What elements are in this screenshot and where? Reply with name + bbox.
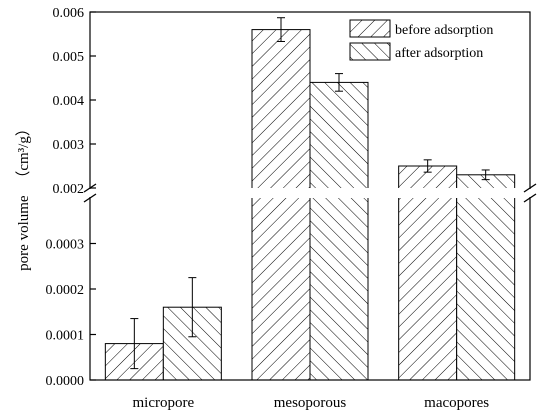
axis-break-slash-1 <box>83 193 97 203</box>
y-axis-ticks: 0.0000 0.0001 0.0002 0.0003 0.002 0.003 0.004 0… <box>46 6 96 389</box>
legend-label-after: after adsorption <box>395 46 483 61</box>
y-tick-label-0.0003: 0.0003 <box>46 238 85 253</box>
y-tick-label-0.006: 0.006 <box>53 6 85 21</box>
y-axis-title: pore volume （cm³/g） <box>15 121 32 271</box>
legend-swatch-before <box>349 19 391 38</box>
y-tick-label-0.004: 0.004 <box>53 94 85 109</box>
y-tick-label-0.0002: 0.0002 <box>46 283 85 298</box>
bar-mesoporous-before <box>251 29 311 381</box>
axis-break-slash-3 <box>523 193 537 203</box>
y-tick-label-0.002: 0.002 <box>53 182 85 197</box>
x-axis-labels: micropore mesoporous macopores <box>133 395 490 411</box>
bars-group <box>104 29 516 381</box>
x-tick-label-mesoporous: mesoporous <box>274 395 347 411</box>
axis-break-gap <box>90 188 530 198</box>
x-tick-label-micropore: micropore <box>133 395 195 411</box>
legend-label-before: before adsorption <box>395 23 493 38</box>
x-tick-label-macopores: macopores <box>424 395 489 411</box>
y-tick-label-0.0001: 0.0001 <box>46 329 85 344</box>
legend: before adsorption after adsorption <box>349 19 493 61</box>
bar-mesoporous-after <box>309 81 369 381</box>
y-tick-label-0.005: 0.005 <box>53 50 85 65</box>
bar-macopores-after <box>456 174 516 381</box>
y-tick-label-0.0000: 0.0000 <box>46 374 85 389</box>
axis-break-gap-left <box>88 189 92 197</box>
bar-macopores-before <box>398 165 458 381</box>
error-bars-group <box>130 17 490 370</box>
axis-break-slash-2 <box>523 183 537 193</box>
y-tick-label-0.003: 0.003 <box>53 138 85 153</box>
axis-break-marks <box>83 183 537 203</box>
legend-swatch-after <box>349 42 391 61</box>
axis-break-gap-right <box>528 189 532 197</box>
